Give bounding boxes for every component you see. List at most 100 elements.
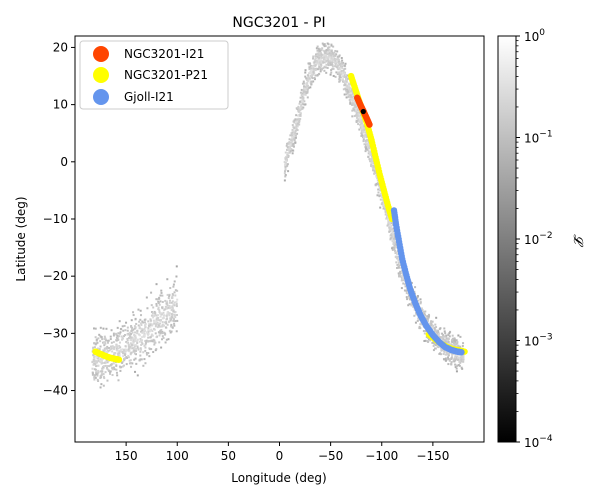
density-point — [346, 92, 349, 95]
density-point — [171, 300, 174, 303]
density-point — [168, 304, 171, 307]
density-point — [319, 59, 322, 62]
density-point — [128, 359, 131, 362]
density-point — [306, 96, 309, 99]
density-point — [97, 379, 100, 382]
density-point — [323, 65, 326, 68]
density-point — [162, 311, 165, 314]
density-point — [131, 336, 134, 339]
density-point — [309, 67, 312, 70]
density-point — [390, 229, 393, 232]
x-axis: 150 100 50 0 −50 −100 −150 — [115, 442, 449, 463]
density-point — [346, 85, 349, 88]
density-point — [298, 108, 301, 111]
density-point — [140, 358, 143, 361]
density-point — [175, 305, 178, 308]
density-point — [133, 337, 136, 340]
density-point — [310, 83, 313, 86]
density-point — [339, 62, 342, 65]
series-point-ngc3201-p21 — [115, 356, 123, 363]
density-point — [155, 320, 158, 323]
density-point — [124, 348, 127, 351]
density-point — [396, 263, 399, 266]
density-point — [93, 342, 96, 345]
density-point — [97, 371, 100, 374]
density-point — [365, 139, 368, 142]
density-point — [455, 370, 458, 373]
density-point — [171, 326, 174, 329]
density-point — [297, 105, 300, 108]
density-point — [369, 160, 372, 163]
density-point — [330, 50, 333, 53]
density-point — [397, 259, 400, 262]
legend-label-ngc3201-p21: NGC3201-P21 — [124, 68, 208, 82]
density-point — [458, 364, 461, 367]
density-point — [387, 218, 390, 221]
density-point — [329, 62, 332, 65]
legend-marker-ngc3201-i21 — [93, 46, 109, 62]
colorbar-ticks: 100 10−1 10−2 10−3 10−4 — [516, 28, 553, 450]
density-point — [138, 334, 141, 337]
density-point — [127, 345, 130, 348]
density-point — [310, 75, 313, 78]
density-point — [433, 330, 436, 333]
density-point — [100, 372, 103, 375]
density-point — [394, 236, 397, 239]
density-point — [305, 83, 308, 86]
density-point — [157, 331, 160, 334]
density-point — [457, 344, 460, 347]
density-point — [136, 345, 139, 348]
density-point — [166, 313, 169, 316]
density-point — [392, 232, 395, 235]
density-point — [97, 364, 100, 367]
density-point — [117, 354, 120, 357]
density-point — [160, 313, 163, 316]
density-point — [418, 325, 421, 328]
density-point — [134, 336, 137, 339]
density-point — [335, 58, 338, 61]
density-point — [288, 151, 291, 154]
density-point — [364, 136, 367, 139]
density-point — [326, 42, 329, 45]
density-point — [393, 234, 396, 237]
density-point — [447, 338, 450, 341]
density-point — [316, 45, 319, 48]
density-point — [135, 362, 138, 365]
density-point — [145, 339, 148, 342]
density-point — [391, 235, 394, 238]
density-point — [158, 334, 161, 337]
density-point — [94, 327, 97, 330]
density-point — [122, 348, 125, 351]
density-point — [291, 131, 294, 134]
density-point — [401, 273, 404, 276]
density-point — [328, 52, 331, 55]
density-point — [332, 67, 335, 70]
density-point — [150, 333, 153, 336]
density-point — [314, 64, 317, 67]
density-point — [341, 67, 344, 70]
density-point — [427, 313, 430, 316]
density-point — [96, 360, 99, 363]
density-point — [360, 122, 363, 125]
density-point — [104, 351, 107, 354]
density-point — [135, 322, 138, 325]
density-point — [400, 270, 403, 273]
density-point — [160, 291, 163, 294]
density-point — [174, 294, 177, 297]
density-point — [323, 56, 326, 59]
density-point — [313, 61, 316, 64]
density-point — [143, 321, 146, 324]
density-point — [157, 301, 160, 304]
density-point — [313, 77, 316, 80]
density-point — [448, 335, 451, 338]
density-point — [454, 359, 457, 362]
density-point — [299, 96, 302, 99]
density-point — [106, 341, 109, 344]
density-point — [295, 114, 298, 117]
density-point — [95, 361, 98, 364]
density-point — [124, 345, 127, 348]
density-point — [102, 327, 105, 330]
density-point — [300, 103, 303, 106]
density-point — [154, 322, 157, 325]
density-point — [432, 325, 435, 328]
